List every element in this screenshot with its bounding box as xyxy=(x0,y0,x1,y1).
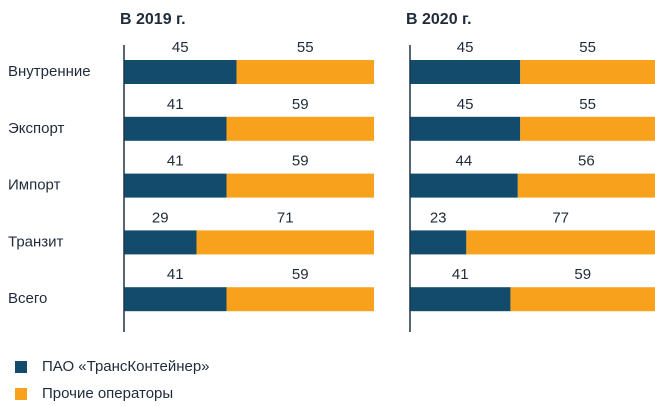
value-label: 59 xyxy=(292,153,309,170)
value-label: 41 xyxy=(167,153,184,170)
value-label: 45 xyxy=(172,39,189,56)
bar-segment xyxy=(124,116,227,141)
bar-segment xyxy=(226,287,374,312)
category-label: Внутренние xyxy=(8,63,91,80)
bar-segment xyxy=(124,287,227,312)
value-label: 41 xyxy=(452,266,469,283)
bar-segment xyxy=(124,60,237,84)
panel-title: В 2019 г. xyxy=(120,11,186,28)
value-label: 77 xyxy=(552,209,569,226)
value-label: 29 xyxy=(152,209,169,226)
bar-segment xyxy=(124,173,227,198)
bar-segment xyxy=(226,116,374,141)
category-label: Импорт xyxy=(8,177,61,194)
bar-segment xyxy=(410,230,467,255)
value-label: 41 xyxy=(167,266,184,283)
bar-segment xyxy=(124,230,197,255)
bar-segment xyxy=(520,116,655,141)
value-label: 56 xyxy=(578,153,595,170)
value-label: 23 xyxy=(430,209,447,226)
legend-swatch xyxy=(15,361,27,373)
bar-segment xyxy=(517,173,655,198)
bar-segment xyxy=(410,173,518,198)
value-label: 71 xyxy=(277,209,294,226)
value-label: 45 xyxy=(457,39,474,56)
category-label: Экспорт xyxy=(8,120,64,137)
value-label: 59 xyxy=(292,266,309,283)
category-label: Всего xyxy=(8,290,47,307)
value-label: 55 xyxy=(297,39,314,56)
bar-segment xyxy=(226,173,374,198)
value-label: 55 xyxy=(579,96,596,113)
bar-segment xyxy=(510,287,655,312)
category-label: Транзит xyxy=(8,233,64,250)
bar-segment xyxy=(466,230,655,255)
panel-title: В 2020 г. xyxy=(406,11,472,28)
legend-label: Прочие операторы xyxy=(42,385,173,402)
value-label: 41 xyxy=(167,96,184,113)
value-label: 59 xyxy=(292,96,309,113)
bar-segment xyxy=(520,60,655,84)
value-label: 55 xyxy=(579,39,596,56)
legend-label: ПАО «ТрансКонтейнер» xyxy=(42,358,210,375)
value-label: 45 xyxy=(457,96,474,113)
bar-segment xyxy=(196,230,374,255)
value-label: 59 xyxy=(574,266,591,283)
value-label: 44 xyxy=(456,153,473,170)
bar-segment xyxy=(410,60,521,84)
bar-segment xyxy=(236,60,374,84)
legend-swatch xyxy=(15,388,27,400)
bar-segment xyxy=(410,116,521,141)
bar-segment xyxy=(410,287,511,312)
